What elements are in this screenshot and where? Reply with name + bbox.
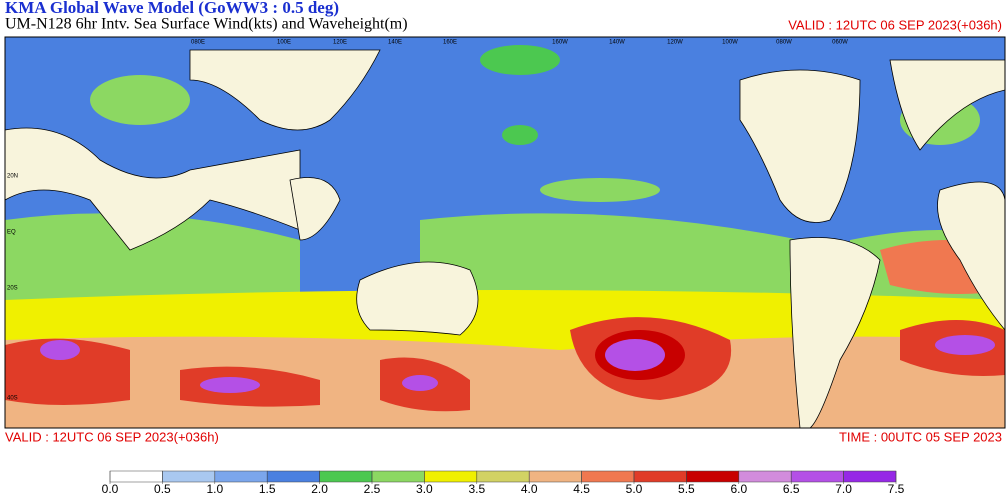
colorbar-box (371, 470, 425, 483)
colorbar-box (162, 470, 216, 483)
valid-label: VALID : 12UTC 06 SEP 2023(+036h) (788, 17, 1002, 32)
colorbar-label: 6.5 (783, 482, 800, 496)
colorbar: 0.0 0.5 1.0 1.5 2.0 2.5 3.0 3.5 4.0 4.5 5.0 5.5 6.0 6… (102, 470, 905, 496)
lon-label: 140E (388, 40, 402, 46)
colorbar-box (528, 470, 582, 483)
colorbar-label: 7.0 (835, 482, 852, 496)
colorbar-label: 2.0 (311, 482, 328, 496)
colorbar-label: 2.5 (364, 482, 381, 496)
colorbar-box (266, 470, 320, 483)
lat-label: 20S (7, 286, 18, 292)
lon-label: 160E (443, 40, 457, 46)
lon-label: 060W (832, 40, 848, 46)
time-label: TIME : 00UTC 05 SEP 2023 (839, 429, 1002, 444)
colorbar-label: 3.0 (416, 482, 433, 496)
colorbar-label: 5.5 (678, 482, 695, 496)
title: KMA Global Wave Model (GoWW3 : 0.5 deg) (5, 0, 339, 17)
colorbar-box (214, 470, 268, 483)
lat-label: EQ (7, 230, 16, 236)
colorbar-label: 4.0 (521, 482, 538, 496)
subtitle: UM-N128 6hr Intv. Sea Surface Wind(kts) … (5, 16, 408, 33)
colorbar-label: 4.5 (573, 482, 590, 496)
lon-label: 100E (277, 40, 291, 46)
map (4, 36, 1006, 429)
colorbar-box (843, 470, 897, 483)
lon-label: 160W (552, 40, 568, 46)
lon-label: 080E (191, 40, 205, 46)
colorbar-box (738, 470, 792, 483)
colorbar-label: 5.0 (626, 482, 643, 496)
colorbar-box (109, 470, 163, 483)
colorbar-box (686, 470, 740, 483)
colorbar-label: 0.0 (102, 482, 119, 496)
colorbar-label: 7.5 (888, 482, 905, 496)
colorbar-box (790, 470, 844, 483)
colorbar-label: 1.5 (259, 482, 276, 496)
colorbar-box (424, 470, 478, 483)
colorbar-label: 6.0 (730, 482, 747, 496)
colorbar-label: 1.0 (206, 482, 223, 496)
colorbar-box (476, 470, 530, 483)
lon-label: 120E (333, 40, 347, 46)
lon-label: 100W (722, 40, 738, 46)
lon-label: 080W (776, 40, 792, 46)
lat-label: 40S (7, 396, 18, 402)
lon-label: 140W (609, 40, 625, 46)
lat-label: 20N (7, 174, 18, 180)
colorbar-label: 0.5 (154, 482, 171, 496)
valid-label: VALID : 12UTC 06 SEP 2023(+036h) (5, 429, 219, 444)
lon-label: 120W (667, 40, 683, 46)
colorbar-label: 3.5 (468, 482, 485, 496)
colorbar-box (633, 470, 687, 483)
colorbar-box (581, 470, 635, 483)
colorbar-box (319, 470, 373, 483)
